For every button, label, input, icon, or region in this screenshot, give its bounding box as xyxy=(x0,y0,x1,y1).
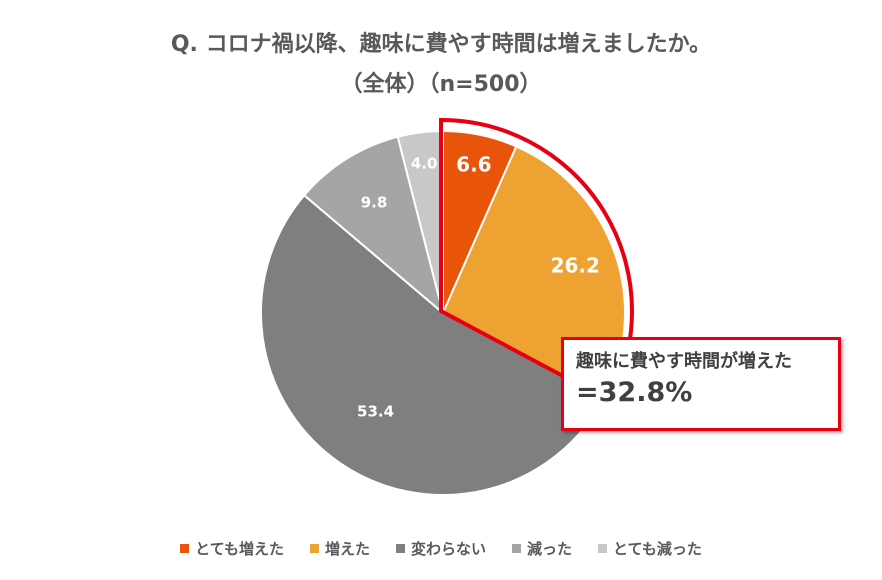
legend-item: 減った xyxy=(512,538,572,559)
legend-item: とても増えた xyxy=(180,538,284,559)
legend-swatch xyxy=(309,544,319,553)
callout-text: 趣味に費やす時間が増えた xyxy=(576,351,792,372)
legend-swatch xyxy=(180,544,190,553)
slice-label: 6.6 xyxy=(456,153,491,177)
legend-swatch xyxy=(395,544,405,553)
legend-item: 増えた xyxy=(309,538,370,559)
slice-label: 53.4 xyxy=(357,403,394,421)
slice-label: 26.2 xyxy=(551,254,600,278)
chart-subtitle: （全体）（n=500） xyxy=(340,72,542,97)
legend-item: とても減った xyxy=(598,538,702,559)
legend-swatch xyxy=(512,544,521,553)
pie-chart: 6.6 26.2 53.4 9.8 4.0 xyxy=(260,117,634,496)
increase-callout: 趣味に費やす時間が増えた =32.8% xyxy=(561,337,841,431)
legend-label: とても増えた xyxy=(195,540,284,558)
callout-value: =32.8% xyxy=(576,377,693,408)
legend-label: 変わらない xyxy=(410,540,486,558)
legend-label: とても減った xyxy=(613,540,702,558)
legend-item: 変わらない xyxy=(395,538,486,559)
pie-slice xyxy=(260,193,605,496)
chart-title: Q. コロナ禍以降、趣味に費やす時間は増えましたか。 xyxy=(170,32,712,57)
legend: とても増えた 増えた 変わらない 減った とても減った xyxy=(0,538,882,559)
legend-swatch xyxy=(598,544,608,553)
legend-label: 増えた xyxy=(324,540,370,558)
legend-label: 減った xyxy=(527,540,573,558)
slice-label: 9.8 xyxy=(361,193,388,211)
slice-label: 4.0 xyxy=(411,155,438,173)
